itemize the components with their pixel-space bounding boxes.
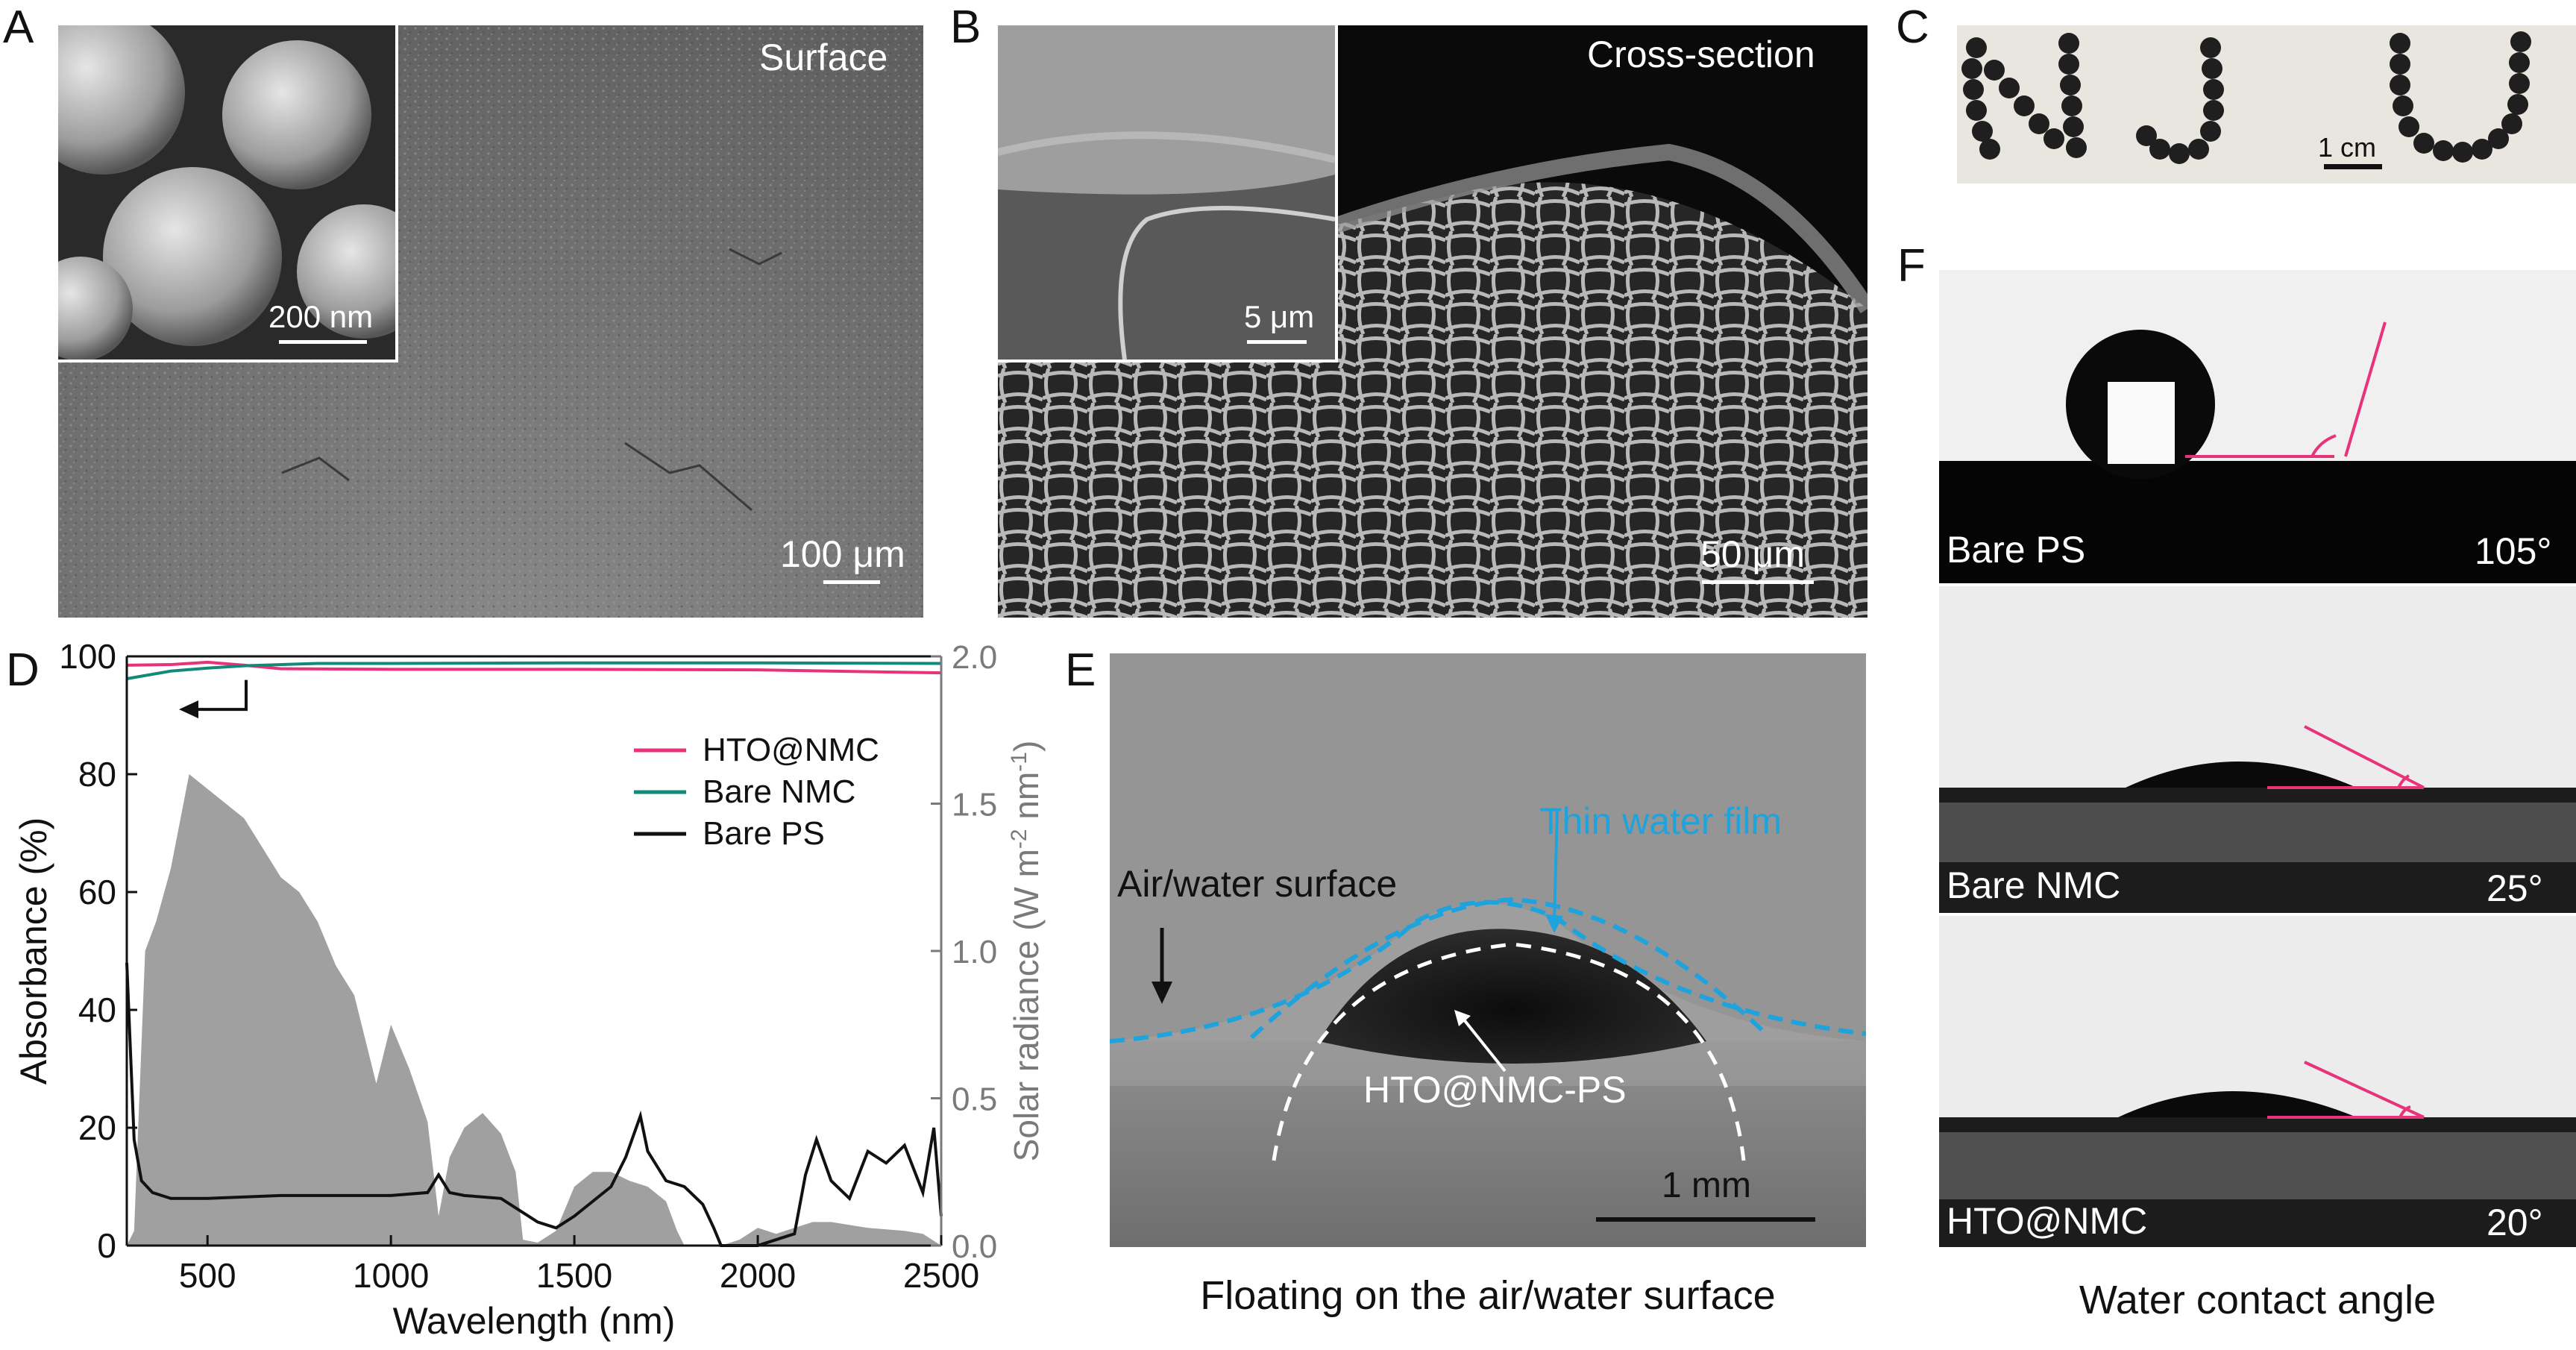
caption-e: Floating on the air/water surface [1110, 1272, 1866, 1319]
scale-label-e: 1 mm [1662, 1168, 1751, 1204]
panel-label-e: E [1065, 647, 1096, 694]
x-tick-label: 2000 [720, 1256, 796, 1295]
inset-scale-bar-b [1247, 340, 1307, 344]
left-axis-arrowhead [179, 700, 198, 718]
contact-angle-value-1: 105° [2475, 533, 2551, 570]
contact-angle-bare-ps: Bare PS 105° [1939, 270, 2576, 583]
y2-tick-label: 0.0 [952, 1228, 997, 1265]
nju-beads-photo: 1 cm [1957, 25, 2576, 183]
scale-label-a: 100 μm [780, 536, 905, 573]
contact-angle-value-3: 20° [2487, 1204, 2543, 1241]
scale-bar-b [1702, 580, 1814, 584]
caption-f: Water contact angle [1939, 1277, 2576, 1323]
contact-angle-name-3: HTO@NMC [1947, 1202, 2147, 1240]
sem-surface-image: 200 nm Surface 100 μm [58, 25, 923, 618]
panel-label-f: F [1897, 243, 1926, 289]
y2-axis-label: Solar radiance (W m-2 nm-1) [1007, 741, 1046, 1162]
inset-surface-zoom: 200 nm [58, 25, 398, 362]
x-tick-label: 1500 [536, 1256, 612, 1295]
inset-cross-section-zoom: 5 μm [998, 25, 1338, 362]
y2-tick-label: 1.0 [952, 934, 997, 970]
legend-label: Bare PS [703, 815, 825, 852]
contact-angle-name-2: Bare NMC [1947, 867, 2120, 904]
y-axis-label: Absorbance (%) [13, 817, 54, 1085]
floating-photo: Thin water film Air/water surface HTO@NM… [1110, 653, 1866, 1247]
y-tick-label: 80 [78, 755, 116, 794]
x-tick-label: 1000 [353, 1256, 429, 1295]
letter-j [2136, 37, 2224, 164]
panel-label-a: A [3, 4, 34, 51]
y2-tick-label: 0.5 [952, 1081, 997, 1118]
y-tick-label: 40 [78, 990, 116, 1029]
contact-angle-name-1: Bare PS [1947, 531, 2085, 568]
x-axis-label: Wavelength (nm) [393, 1300, 676, 1342]
legend-label: HTO@NMC [703, 732, 879, 768]
letter-n [1961, 33, 2087, 160]
scale-label-c: 1 cm [2318, 134, 2376, 161]
inset-scale-label-b: 5 μm [1244, 301, 1314, 333]
y2-tick-label: 2.0 [952, 641, 997, 676]
y2-tick-label: 1.5 [952, 787, 997, 823]
thin-water-film-label: Thin water film [1539, 800, 1782, 843]
cross-section-title: Cross-section [1587, 36, 1815, 73]
contact-angle-bare-nmc: Bare NMC 25° [1939, 586, 2576, 913]
letter-u [2390, 31, 2531, 163]
x-tick-label: 500 [179, 1256, 236, 1295]
inset-scale-label: 200 nm [268, 301, 373, 333]
hto-nmc-ps-label: HTO@NMC-PS [1363, 1071, 1627, 1108]
scale-bar-a [823, 580, 880, 584]
scale-bar-c [2324, 164, 2382, 169]
surface-title: Surface [759, 39, 888, 76]
scale-bar-e [1596, 1217, 1815, 1222]
contact-angle-hto-nmc: HTO@NMC 20° [1939, 916, 2576, 1247]
panel-label-c: C [1896, 4, 1929, 51]
contact-angle-value-2: 25° [2487, 870, 2543, 907]
y-tick-label: 100 [59, 641, 116, 676]
scale-label-b: 50 μm [1700, 536, 1805, 573]
inset-scale-bar [279, 340, 367, 344]
y-tick-label: 60 [78, 873, 116, 911]
floating-drawing [1110, 653, 1866, 1247]
y-tick-label: 20 [78, 1108, 116, 1147]
panel-label-b: B [950, 4, 981, 51]
y-tick-label: 0 [97, 1226, 116, 1265]
nju-beads-drawing [1957, 25, 2576, 183]
air-water-surface-label: Air/water surface [1117, 865, 1397, 902]
sem-cross-section-image: 5 μm Cross-section 50 μm [998, 25, 1867, 618]
legend-label: Bare NMC [703, 773, 855, 810]
